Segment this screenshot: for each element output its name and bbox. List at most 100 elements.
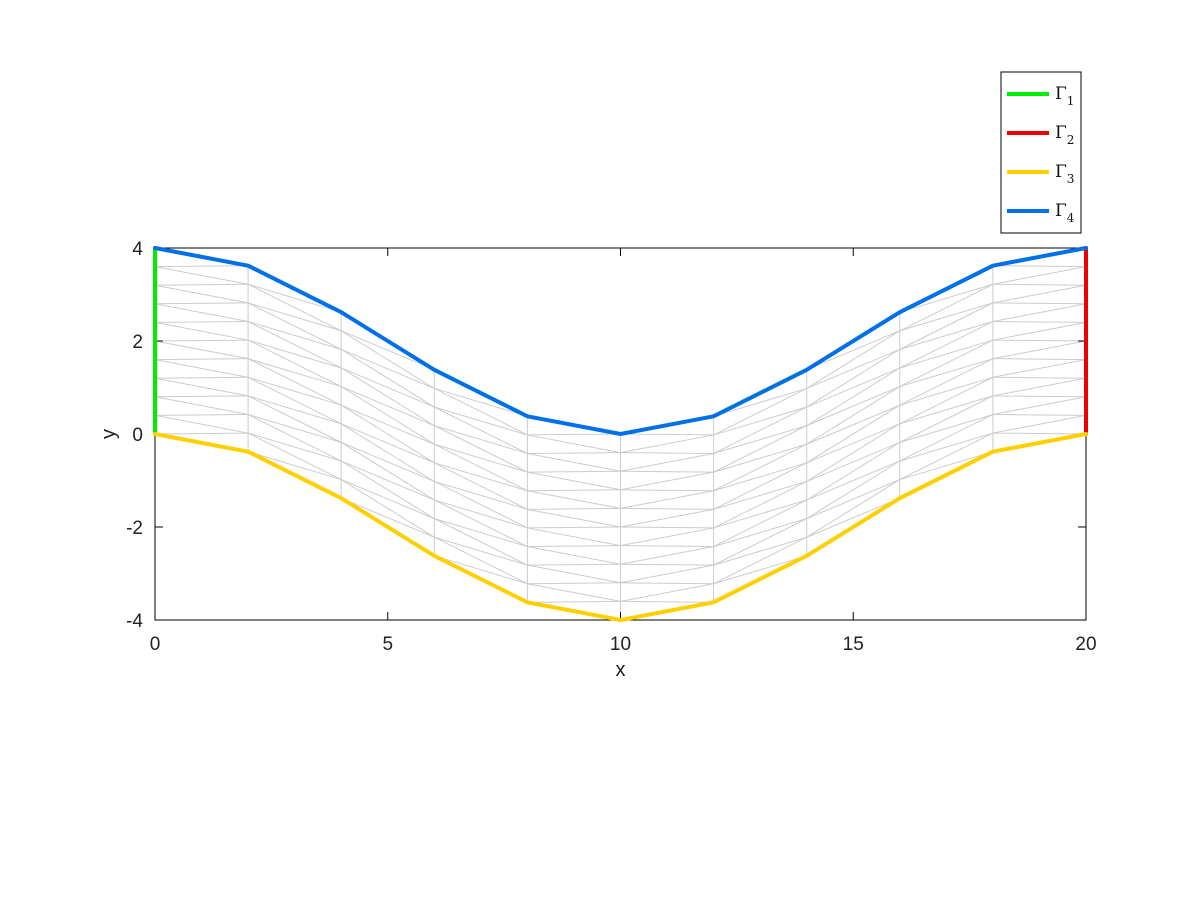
mesh-edge: [247, 376, 342, 406]
mesh-edge: [899, 432, 994, 462]
mesh-edge: [713, 425, 807, 455]
mesh-edge: [713, 443, 807, 492]
mesh-edge: [899, 339, 994, 388]
mesh-edge: [713, 518, 807, 548]
y-tick-label: 2: [132, 332, 143, 353]
mesh-edge: [713, 425, 807, 473]
mesh-edge: [247, 339, 342, 388]
mesh-edge: [713, 499, 807, 529]
mesh-edge: [899, 395, 994, 425]
mesh-edge: [527, 434, 621, 454]
mesh-edge: [713, 387, 807, 417]
mesh-edge: [713, 406, 807, 436]
mesh-edge: [713, 480, 807, 510]
mesh-edge: [992, 396, 1087, 415]
mesh-edge: [806, 423, 901, 482]
mesh-edge: [154, 395, 249, 398]
mesh-edge: [992, 284, 1087, 304]
mesh-edge: [899, 283, 994, 332]
x-tick-label: 15: [843, 634, 864, 655]
mesh-edge: [434, 499, 528, 529]
mesh-edge: [527, 471, 621, 491]
mesh-edge: [992, 266, 1087, 285]
mesh-edge: [806, 367, 900, 408]
mesh-edge: [992, 320, 1087, 323]
mesh-edge: [154, 266, 249, 285]
mesh-edge: [806, 497, 900, 538]
series-line-gamma-3: [153, 432, 1088, 622]
mesh-edge: [434, 462, 528, 510]
mesh-edge: [620, 490, 714, 509]
mesh-edge: [806, 441, 900, 482]
mesh-edge: [527, 582, 621, 585]
mesh-edge: [154, 396, 249, 415]
mesh-edge: [899, 451, 994, 481]
mesh-edge: [340, 460, 435, 520]
mesh-edge: [434, 499, 528, 547]
mesh-edge: [154, 414, 249, 434]
y-tick-label: -4: [126, 611, 143, 632]
mesh-edge: [247, 395, 342, 443]
mesh-edge: [154, 359, 249, 378]
mesh-edge: [341, 441, 435, 482]
mesh-edge: [806, 479, 901, 538]
mesh-edge: [434, 536, 528, 566]
mesh-edge: [434, 425, 528, 455]
mesh-edge: [992, 432, 1087, 435]
mesh-edge: [340, 386, 435, 445]
mesh-edge: [620, 471, 714, 491]
mesh-edge: [154, 284, 249, 304]
mesh-edge: [620, 507, 714, 510]
mesh-edge: [620, 433, 714, 436]
mesh-edge: [434, 443, 528, 492]
mesh-edge: [527, 470, 621, 473]
mesh-edge: [620, 546, 714, 565]
mesh-edge: [527, 507, 621, 510]
legend-box: [1000, 71, 1082, 234]
mesh-edge: [620, 600, 714, 603]
mesh-edge: [341, 497, 435, 538]
x-tick-label: 0: [150, 634, 161, 655]
mesh-edge: [154, 432, 249, 435]
y-axis-label: y: [98, 429, 120, 439]
mesh-edge: [806, 330, 901, 389]
mesh-edge: [713, 536, 807, 585]
mesh-edge: [340, 330, 435, 389]
mesh-edge: [992, 302, 1087, 305]
mesh-edge: [341, 423, 435, 464]
mesh-edge: [620, 434, 714, 454]
mesh-edge: [527, 600, 621, 603]
mesh-edge: [434, 387, 528, 417]
mesh-edge: [527, 564, 621, 584]
series-line-gamma-4: [153, 246, 1088, 436]
mesh-edge: [527, 452, 621, 455]
mesh-edge: [899, 395, 994, 443]
mesh-edge: [899, 432, 994, 481]
mesh-edge: [434, 536, 528, 585]
mesh-edge: [806, 460, 900, 501]
mesh-edge: [713, 387, 807, 436]
mesh-edge: [247, 413, 342, 443]
mesh-edge: [527, 527, 621, 547]
mesh-edge: [992, 358, 1087, 361]
x-tick-label: 20: [1075, 634, 1096, 655]
mesh-edge: [899, 414, 994, 462]
mesh-edge: [340, 423, 435, 482]
mesh-edge: [247, 320, 342, 350]
mesh-edge: [620, 526, 714, 529]
mesh-edge: [247, 283, 342, 332]
mesh-edge: [620, 545, 714, 548]
mesh-edge: [899, 302, 994, 332]
mesh-edge: [806, 348, 900, 389]
mesh-edge: [713, 406, 807, 454]
mesh-edge: [341, 348, 435, 389]
mesh-edge: [806, 441, 901, 501]
mesh-edge: [806, 460, 901, 520]
mesh-edge: [154, 413, 249, 416]
mesh-edge: [434, 443, 528, 473]
mesh-edge: [806, 367, 901, 427]
mesh-edge: [899, 413, 994, 443]
mesh: [154, 248, 1087, 620]
mesh-edge: [154, 340, 249, 360]
mesh-edge: [620, 452, 714, 455]
